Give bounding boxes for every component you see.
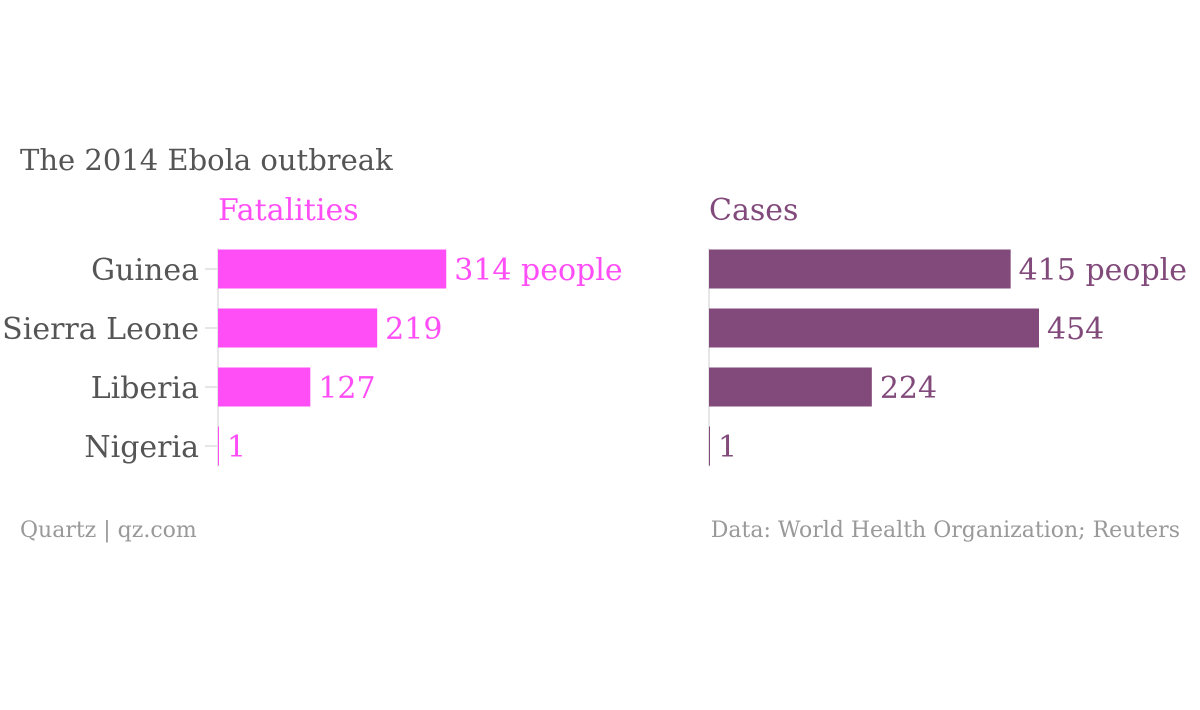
bar-liberia	[709, 367, 872, 407]
bar-nigeria	[218, 426, 219, 466]
source-left: Quartz | qz.com	[20, 518, 197, 543]
data-label: 1	[718, 430, 737, 465]
data-label: 127	[318, 371, 375, 406]
data-label: 1	[227, 430, 246, 465]
category-label: Liberia	[91, 371, 199, 406]
panel-title: Fatalities	[218, 193, 359, 228]
chart-title: The 2014 Ebola outbreak	[20, 143, 393, 177]
bar-guinea	[709, 249, 1011, 289]
data-label: 219	[385, 312, 442, 347]
category-label: Nigeria	[84, 430, 199, 465]
panel-cases: Cases 415 people 454 224 1	[708, 193, 1187, 467]
panel-fatalities: Fatalities 314 people 219 127 1	[217, 193, 623, 467]
data-label: 415 people	[1019, 253, 1187, 288]
bar-sierra-leone	[218, 308, 378, 348]
category-labels: Guinea Sierra Leone Liberia Nigeria	[2, 253, 217, 465]
source-right: Data: World Health Organization; Reuters	[711, 518, 1180, 543]
bar-sierra-leone	[709, 308, 1039, 348]
chart-panels: Fatalities 314 people 219 127 1 Cases 415 peop…	[217, 193, 1187, 467]
bar-guinea	[218, 249, 447, 289]
data-label: 314 people	[454, 253, 622, 288]
category-label: Sierra Leone	[2, 312, 199, 347]
panel-title: Cases	[709, 193, 798, 228]
category-label: Guinea	[91, 253, 199, 288]
data-label: 454	[1047, 312, 1104, 347]
data-label: 224	[880, 371, 937, 406]
bar-nigeria	[709, 426, 710, 466]
bar-liberia	[218, 367, 311, 407]
